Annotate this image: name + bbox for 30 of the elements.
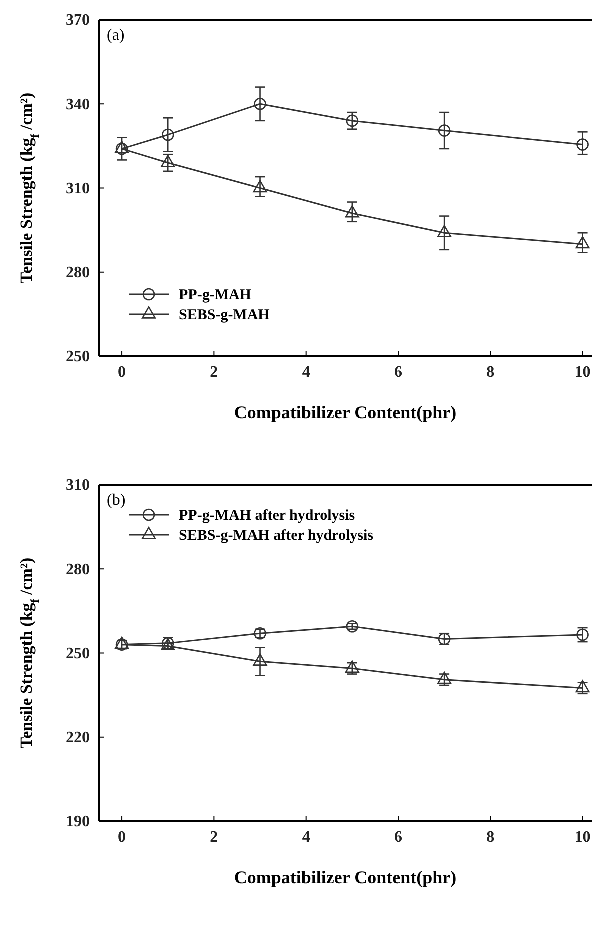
y-tick-label: 220	[66, 728, 90, 746]
x-tick-label: 6	[394, 828, 402, 846]
x-tick-label: 2	[210, 364, 218, 381]
x-tick-label: 0	[118, 828, 126, 846]
y-tick-label: 190	[66, 813, 90, 830]
legend-label: SEBS-g-MAH after hydrolysis	[179, 528, 374, 544]
annotation: (a)	[107, 27, 125, 44]
legend-label: PP-g-MAH after hydrolysis	[179, 508, 356, 524]
x-tick-label: 4	[302, 828, 310, 846]
y-tick-label: 370	[66, 12, 90, 30]
y-tick-label: 280	[66, 560, 90, 578]
legend-label: PP-g-MAH	[179, 288, 252, 304]
y-tick-label: 310	[66, 180, 90, 198]
y-tick-label: 310	[66, 476, 90, 494]
legend-label: SEBS-g-MAH	[179, 308, 270, 324]
x-tick-label: 4	[302, 364, 310, 381]
y-tick-label: 340	[66, 96, 90, 114]
y-tick-label: 250	[66, 348, 90, 366]
y-tick-label: 280	[66, 264, 90, 282]
x-tick-label: 10	[574, 828, 591, 846]
x-axis-title: Compatibilizer Content(phr)	[234, 402, 457, 422]
y-tick-label: 250	[66, 644, 90, 662]
x-axis-title: Compatibilizer Content(phr)	[234, 867, 457, 887]
annotation: (b)	[107, 492, 126, 508]
x-tick-label: 8	[486, 828, 495, 846]
x-tick-label: 2	[210, 828, 218, 846]
x-tick-label: 6	[394, 364, 402, 381]
x-tick-label: 8	[486, 364, 495, 381]
x-tick-label: 0	[118, 364, 126, 381]
x-tick-label: 10	[574, 364, 591, 381]
